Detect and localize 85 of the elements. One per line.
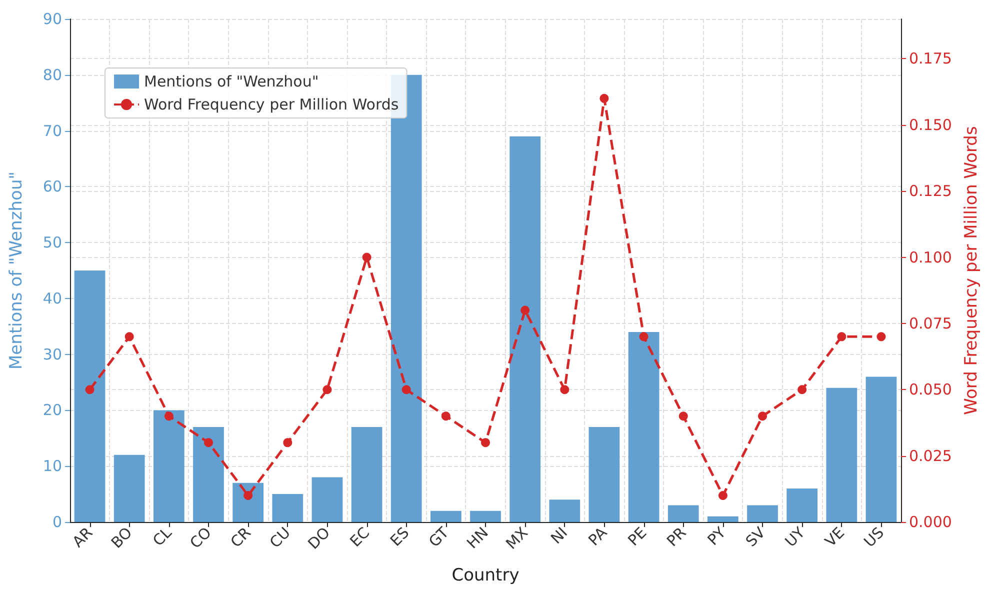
bar — [193, 426, 224, 522]
x-tick-label: US — [860, 524, 888, 551]
x-tick-label: CL — [149, 523, 176, 550]
x-tick-label: MX — [502, 524, 532, 553]
point — [283, 438, 292, 448]
y-tick-label: 80 — [42, 66, 62, 84]
bar — [707, 516, 738, 522]
x-tick-label: NI — [547, 524, 572, 548]
point — [124, 332, 134, 342]
x-tick-label: UY — [781, 523, 810, 551]
point — [244, 491, 253, 500]
point — [481, 438, 490, 448]
bar — [747, 505, 778, 522]
y-tick-label: 60 — [42, 178, 62, 196]
x-tick-label: GT — [425, 523, 453, 551]
point — [837, 332, 846, 342]
x-tick-label: CR — [226, 524, 254, 552]
y2-tick-label: 0.075 — [909, 314, 952, 332]
x-tick-label: HN — [463, 524, 492, 552]
x-tick-label: CU — [266, 524, 294, 552]
bar — [628, 332, 660, 522]
x-tick-label: PY — [704, 523, 730, 550]
y-axis-title: Mentions of "Wenzhou" — [6, 171, 26, 370]
y-tick-label: 50 — [42, 234, 62, 252]
y2-tick-label: 0.050 — [909, 380, 952, 399]
bar — [312, 477, 343, 522]
x-tick-label: SV — [742, 523, 770, 550]
point — [600, 94, 609, 103]
y2-tick-label: 0.125 — [909, 182, 952, 200]
bar — [866, 376, 897, 522]
point — [798, 385, 807, 394]
point — [639, 332, 648, 342]
point — [876, 332, 886, 342]
x-tick-label: BO — [108, 524, 136, 552]
point — [758, 412, 767, 421]
y2-tick-label: 0.100 — [909, 248, 952, 266]
bar — [510, 136, 541, 522]
bar — [826, 388, 858, 522]
y-tick-label: 70 — [42, 122, 62, 140]
bar — [668, 505, 699, 522]
x-tick-label: PE — [624, 524, 650, 550]
bar — [351, 426, 382, 522]
bar — [272, 494, 304, 522]
point — [204, 438, 213, 448]
point — [718, 491, 728, 500]
y-tick-label: 10 — [42, 457, 62, 476]
point — [402, 385, 411, 394]
bar — [74, 270, 106, 522]
x-axis-title: Country — [452, 566, 520, 586]
y-tick-label: 30 — [42, 345, 62, 364]
y-tick-label: 20 — [42, 401, 62, 420]
bar — [153, 410, 184, 522]
y2-tick-label: 0.000 — [909, 513, 952, 531]
point — [322, 385, 332, 394]
y2-tick-label: 0.150 — [909, 116, 952, 134]
point — [678, 412, 688, 421]
x-tick-label: DO — [304, 524, 334, 553]
y2-tick-label: 0.175 — [909, 50, 952, 68]
x-tick-label: PR — [663, 524, 690, 550]
point — [441, 412, 450, 421]
point — [520, 306, 530, 315]
point — [85, 385, 94, 394]
legend-label: Mentions of "Wenzhou" — [144, 72, 319, 90]
bar — [588, 426, 620, 522]
bar — [549, 500, 580, 522]
x-tick-label: ES — [386, 524, 413, 550]
bar — [232, 482, 264, 522]
x-tick-label: AR — [68, 524, 96, 551]
bar — [114, 454, 145, 522]
x-tick-label: EC — [346, 524, 374, 550]
y-tick-label: 40 — [42, 289, 62, 308]
x-tick-label: CO — [186, 524, 215, 552]
y2-tick-label: 0.025 — [909, 446, 952, 465]
y-tick-label: 0 — [52, 513, 62, 531]
point — [164, 412, 174, 421]
point — [362, 252, 372, 262]
legend-label: Word Frequency per Million Words — [144, 96, 399, 114]
bar — [430, 510, 462, 522]
x-tick-label: VE — [821, 524, 848, 550]
point — [560, 385, 570, 394]
bar — [470, 510, 501, 522]
x-tick-label: PA — [584, 523, 612, 550]
bar — [786, 488, 818, 522]
y-tick-label: 90 — [42, 10, 62, 28]
y2-axis-title: Word Frequency per Million Words — [962, 126, 982, 415]
